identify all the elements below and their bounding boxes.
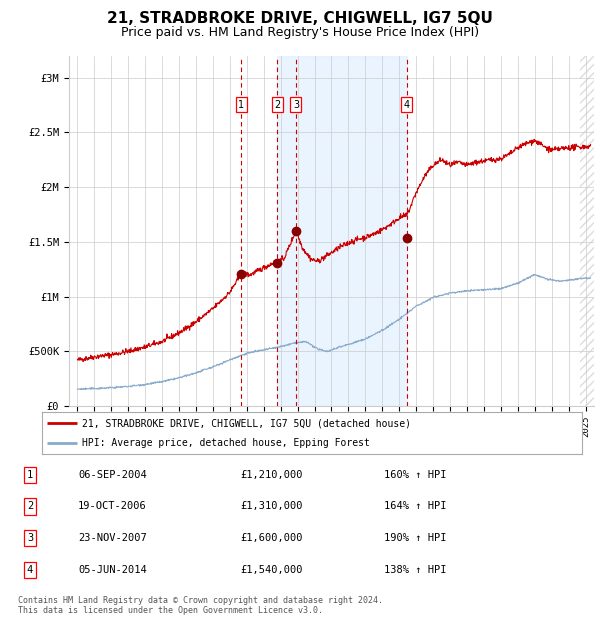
- Text: 05-JUN-2014: 05-JUN-2014: [78, 565, 147, 575]
- Text: 06-SEP-2004: 06-SEP-2004: [78, 470, 147, 480]
- Text: 190% ↑ HPI: 190% ↑ HPI: [384, 533, 446, 543]
- Text: 4: 4: [27, 565, 33, 575]
- Text: HPI: Average price, detached house, Epping Forest: HPI: Average price, detached house, Eppi…: [83, 438, 370, 448]
- Text: 3: 3: [27, 533, 33, 543]
- Text: 1: 1: [27, 470, 33, 480]
- Text: 3: 3: [293, 100, 299, 110]
- Text: £1,540,000: £1,540,000: [240, 565, 302, 575]
- Text: £1,310,000: £1,310,000: [240, 502, 302, 512]
- Text: 21, STRADBROKE DRIVE, CHIGWELL, IG7 5QU: 21, STRADBROKE DRIVE, CHIGWELL, IG7 5QU: [107, 11, 493, 26]
- Text: 2: 2: [27, 502, 33, 512]
- Text: 23-NOV-2007: 23-NOV-2007: [78, 533, 147, 543]
- Text: 160% ↑ HPI: 160% ↑ HPI: [384, 470, 446, 480]
- Text: 4: 4: [403, 100, 410, 110]
- Text: 138% ↑ HPI: 138% ↑ HPI: [384, 565, 446, 575]
- Text: 19-OCT-2006: 19-OCT-2006: [78, 502, 147, 512]
- Text: Price paid vs. HM Land Registry's House Price Index (HPI): Price paid vs. HM Land Registry's House …: [121, 26, 479, 39]
- Text: 21, STRADBROKE DRIVE, CHIGWELL, IG7 5QU (detached house): 21, STRADBROKE DRIVE, CHIGWELL, IG7 5QU …: [83, 418, 412, 428]
- Text: 1: 1: [238, 100, 244, 110]
- Bar: [277, 56, 407, 406]
- Text: £1,210,000: £1,210,000: [240, 470, 302, 480]
- Text: 2: 2: [274, 100, 280, 110]
- Text: Contains HM Land Registry data © Crown copyright and database right 2024.
This d: Contains HM Land Registry data © Crown c…: [18, 596, 383, 615]
- Text: 164% ↑ HPI: 164% ↑ HPI: [384, 502, 446, 512]
- Text: £1,600,000: £1,600,000: [240, 533, 302, 543]
